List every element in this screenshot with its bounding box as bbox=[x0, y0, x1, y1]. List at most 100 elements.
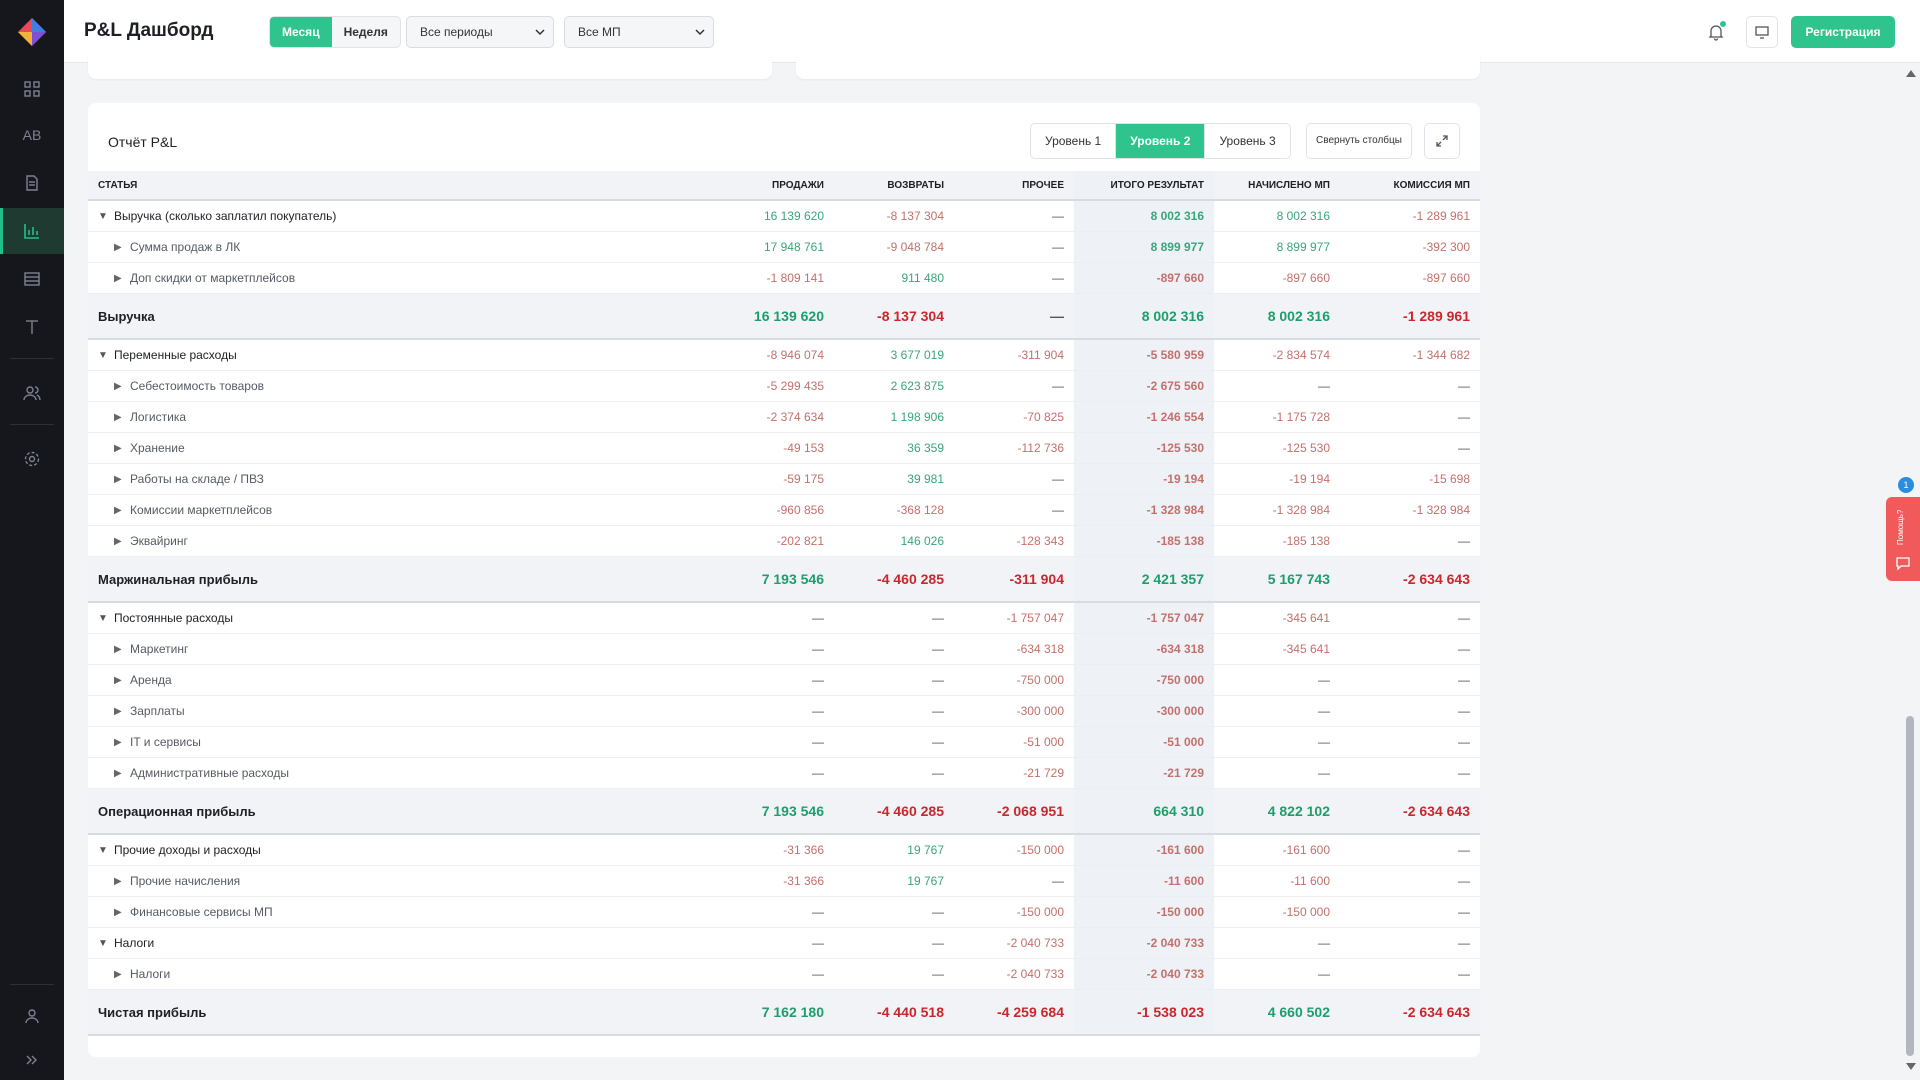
toggle-month[interactable]: Месяц bbox=[270, 17, 332, 47]
cell-accrued: 8 899 977 bbox=[1276, 240, 1330, 254]
sidebar-divider bbox=[10, 424, 54, 425]
table-row[interactable]: ▶ Логистика -2 374 634 1 198 906 -70 825 -1 2… bbox=[88, 402, 1480, 433]
toggle-week[interactable]: Неделя bbox=[343, 25, 388, 39]
cell-accrued: — bbox=[1318, 704, 1330, 718]
expand-arrow-icon[interactable]: ▶ bbox=[114, 442, 122, 454]
help-button[interactable]: Помощь? bbox=[1886, 497, 1920, 581]
expand-arrow-icon[interactable]: ▶ bbox=[114, 674, 122, 686]
expand-arrow-icon[interactable]: ▶ bbox=[114, 504, 122, 516]
table-row[interactable]: ▼ Выручка (сколько заплатил покупатель) 16… bbox=[88, 201, 1480, 232]
expand-arrow-icon[interactable]: ▶ bbox=[114, 241, 122, 253]
sidebar-item-table[interactable] bbox=[0, 256, 64, 302]
table-row[interactable]: ▼ Постоянные расходы — — -1 757 047 -1 757 04… bbox=[88, 603, 1480, 634]
expand-arrow-icon[interactable]: ▶ bbox=[114, 473, 122, 485]
cell-other: -750 000 bbox=[1016, 673, 1064, 687]
sidebar-expand[interactable] bbox=[0, 1037, 64, 1080]
mp-select[interactable]: Все МП bbox=[564, 16, 714, 48]
table-row[interactable]: ▶ Себестоимость товаров -5 299 435 2 623 87… bbox=[88, 371, 1480, 402]
cell-sales: — bbox=[812, 704, 824, 718]
sidebar-item-settings[interactable] bbox=[0, 436, 64, 482]
expand-arrow-icon[interactable]: ▶ bbox=[114, 705, 122, 717]
cell-accrued: -2 834 574 bbox=[1272, 348, 1330, 362]
table-row[interactable]: ▶ Аренда — — -750 000 -750 000 — — bbox=[88, 665, 1480, 696]
row-name: Работы на складе / ПВЗ bbox=[130, 472, 264, 486]
expand-arrow-icon[interactable]: ▶ bbox=[114, 411, 122, 423]
table-row[interactable]: ▶ Финансовые сервисы МП — — -150 000 -150 000… bbox=[88, 897, 1480, 928]
cell-other: -21 729 bbox=[1023, 766, 1064, 780]
table-row[interactable]: ▼ Налоги — — -2 040 733 -2 040 733 — — bbox=[88, 928, 1480, 959]
cell-other: -70 825 bbox=[1023, 410, 1064, 424]
notifications-button[interactable] bbox=[1700, 16, 1732, 48]
expand-arrow-icon[interactable]: ▶ bbox=[114, 767, 122, 779]
table-row[interactable]: ▶ Работы на складе / ПВЗ -59 175 39 981 — -19… bbox=[88, 464, 1480, 495]
cell-total: -750 000 bbox=[1074, 665, 1214, 695]
cell-accrued: -345 641 bbox=[1282, 611, 1330, 625]
sidebar-item-grid[interactable] bbox=[0, 66, 64, 112]
sidebar-item-documents[interactable] bbox=[0, 160, 64, 206]
table-row[interactable]: ▶ IT и сервисы — — -51 000 -51 000 — — bbox=[88, 727, 1480, 758]
level-2-button[interactable]: Уровень 2 bbox=[1116, 124, 1206, 158]
period-select[interactable]: Все периоды bbox=[406, 16, 554, 48]
cell-sales: -8 946 074 bbox=[766, 348, 824, 362]
sidebar-item-pnl[interactable] bbox=[0, 208, 64, 254]
level-3-button[interactable]: Уровень 3 bbox=[1219, 134, 1276, 148]
level-1-button[interactable]: Уровень 1 bbox=[1031, 124, 1117, 158]
scroll-down-arrow[interactable] bbox=[1906, 1063, 1916, 1070]
cell-sales: -2 374 634 bbox=[766, 410, 824, 424]
collapse-arrow-icon[interactable]: ▼ bbox=[98, 210, 108, 222]
expand-arrow-icon[interactable]: ▶ bbox=[114, 875, 122, 887]
cell-commission: — bbox=[1458, 766, 1470, 780]
cell-accrued: -161 600 bbox=[1282, 843, 1330, 857]
logo[interactable] bbox=[16, 16, 48, 48]
row-label: ▼ Налоги bbox=[88, 928, 714, 958]
collapse-arrow-icon[interactable]: ▼ bbox=[98, 937, 108, 949]
scroll-up-arrow[interactable] bbox=[1906, 70, 1916, 77]
cell-accrued: -150 000 bbox=[1282, 905, 1330, 919]
table-row[interactable]: ▶ Эквайринг -202 821 146 026 -128 343 -185 13… bbox=[88, 526, 1480, 557]
expand-arrow-icon[interactable]: ▶ bbox=[114, 968, 122, 980]
table-row[interactable]: ▶ Комиссии маркетплейсов -960 856 -368 128 —… bbox=[88, 495, 1480, 526]
sidebar-item-ab[interactable]: AB bbox=[0, 112, 64, 158]
chevron-down-icon bbox=[535, 29, 545, 36]
cell-other: -51 000 bbox=[1023, 735, 1064, 749]
cell-returns: — bbox=[932, 905, 944, 919]
table-row[interactable]: ▶ Административные расходы — — -21 729 -21 72… bbox=[88, 758, 1480, 789]
row-label: ▶ IT и сервисы bbox=[88, 727, 714, 757]
scroll-thumb[interactable] bbox=[1906, 716, 1914, 1056]
register-button[interactable]: Регистрация bbox=[1791, 16, 1895, 48]
table-row[interactable]: ▼ Прочие доходы и расходы -31 366 19 767 -15… bbox=[88, 835, 1480, 866]
cell-accrued: — bbox=[1318, 936, 1330, 950]
table-row[interactable]: ▶ Маркетинг — — -634 318 -634 318 -345 641 — bbox=[88, 634, 1480, 665]
expand-icon bbox=[26, 1055, 37, 1065]
cell-returns: -8 137 304 bbox=[877, 308, 944, 324]
fullscreen-button[interactable] bbox=[1424, 123, 1460, 159]
cell-total: -19 194 bbox=[1074, 464, 1214, 494]
display-button[interactable] bbox=[1746, 16, 1778, 48]
table-row[interactable]: ▶ Хранение -49 153 36 359 -112 736 -125 530 -1… bbox=[88, 433, 1480, 464]
collapse-arrow-icon[interactable]: ▼ bbox=[98, 844, 108, 856]
sidebar-item-text[interactable] bbox=[0, 304, 64, 350]
table-row[interactable]: ▼ Переменные расходы -8 946 074 3 677 019 -3… bbox=[88, 340, 1480, 371]
row-name: Маркетинг bbox=[130, 642, 189, 656]
table-row[interactable]: ▶ Прочие начисления -31 366 19 767 — -11 600 -… bbox=[88, 866, 1480, 897]
table-row[interactable]: ▶ Доп скидки от маркетплейсов -1 809 141 91… bbox=[88, 263, 1480, 294]
expand-arrow-icon[interactable]: ▶ bbox=[114, 643, 122, 655]
cell-commission: — bbox=[1458, 673, 1470, 687]
row-name: Комиссии маркетплейсов bbox=[130, 503, 273, 517]
collapse-arrow-icon[interactable]: ▼ bbox=[98, 612, 108, 624]
expand-arrow-icon[interactable]: ▶ bbox=[114, 272, 122, 284]
expand-arrow-icon[interactable]: ▶ bbox=[114, 736, 122, 748]
cell-accrued: — bbox=[1318, 967, 1330, 981]
cell-other: — bbox=[1050, 308, 1064, 324]
collapse-columns-button[interactable]: Свернуть столбцы bbox=[1306, 123, 1412, 159]
sidebar-item-users[interactable] bbox=[0, 370, 64, 416]
table-row[interactable]: ▶ Зарплаты — — -300 000 -300 000 — — bbox=[88, 696, 1480, 727]
table-row[interactable]: ▶ Налоги — — -2 040 733 -2 040 733 — — bbox=[88, 959, 1480, 990]
expand-arrow-icon[interactable]: ▶ bbox=[114, 535, 122, 547]
sidebar-item-profile[interactable] bbox=[0, 993, 64, 1039]
collapse-arrow-icon[interactable]: ▼ bbox=[98, 349, 108, 361]
expand-arrow-icon[interactable]: ▶ bbox=[114, 380, 122, 392]
summary-row: Операционная прибыль 7 193 546 -4 460 285 -… bbox=[88, 789, 1480, 835]
table-row[interactable]: ▶ Сумма продаж в ЛК 17 948 761 -9 048 784 — 8… bbox=[88, 232, 1480, 263]
expand-arrow-icon[interactable]: ▶ bbox=[114, 906, 122, 918]
